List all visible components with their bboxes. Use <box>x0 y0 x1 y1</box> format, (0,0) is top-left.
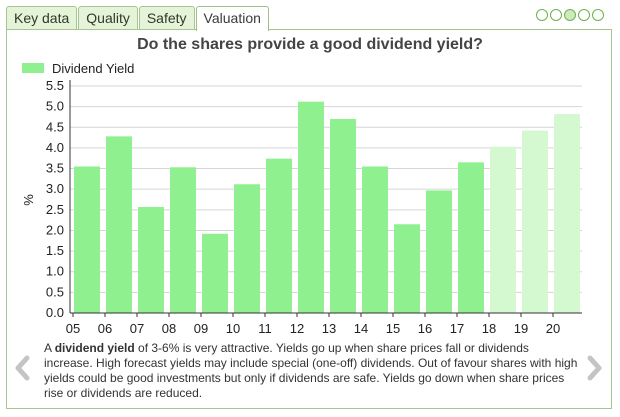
x-tick-label: 09 <box>194 321 208 336</box>
y-tick-label: 3.5 <box>46 161 64 176</box>
bar-09[interactable] <box>202 233 228 313</box>
x-tick-label: 15 <box>386 321 400 336</box>
tab-quality[interactable]: Quality <box>78 6 138 29</box>
bar-12[interactable] <box>298 101 324 313</box>
bar-15[interactable] <box>394 224 420 313</box>
y-tick-label: 4.5 <box>46 119 64 134</box>
caption-body: of 3-6% is very attractive. Yields go up… <box>44 341 578 400</box>
pager-dot-3[interactable] <box>564 9 576 21</box>
next-arrow-icon[interactable] <box>587 355 603 381</box>
prev-arrow-icon[interactable] <box>14 355 30 381</box>
x-tick-label: 17 <box>450 321 464 336</box>
bar-10[interactable] <box>234 184 260 313</box>
y-tick-label: 1.0 <box>46 264 64 279</box>
bar-05[interactable] <box>74 166 100 313</box>
bars <box>74 101 580 313</box>
bar-11[interactable] <box>266 158 292 313</box>
bar-16[interactable] <box>426 190 452 313</box>
bar-08[interactable] <box>170 167 196 313</box>
y-tick-label: 0.5 <box>46 284 64 299</box>
caption-term: dividend yield <box>54 341 135 355</box>
pager-dot-5[interactable] <box>592 9 604 21</box>
x-tick-label: 16 <box>418 321 432 336</box>
x-tick-label: 12 <box>290 321 304 336</box>
tab-key-data[interactable]: Key data <box>6 6 78 29</box>
bar-14[interactable] <box>362 166 388 313</box>
x-tick-label: 14 <box>354 321 368 336</box>
y-axis-label: % <box>21 194 36 206</box>
x-tick-label: 13 <box>322 321 336 336</box>
x-tick-label: 05 <box>66 321 80 336</box>
x-tick-label: 06 <box>98 321 112 336</box>
x-tick-label: 19 <box>514 321 528 336</box>
legend-swatch <box>22 63 44 73</box>
chart-title: Do the shares provide a good dividend yi… <box>137 36 483 53</box>
bar-20[interactable] <box>554 114 580 313</box>
axes <box>69 80 582 317</box>
x-tick-label: 07 <box>130 321 144 336</box>
y-tick-label: 3.0 <box>46 181 64 196</box>
x-tick-label: 18 <box>482 321 496 336</box>
y-tick-label: 4.0 <box>46 140 64 155</box>
pager-dot-2[interactable] <box>550 9 562 21</box>
pager-dot-1[interactable] <box>536 9 548 21</box>
legend-label[interactable]: Dividend Yield <box>52 61 134 76</box>
bar-18[interactable] <box>490 146 516 313</box>
x-tick-label: 08 <box>162 321 176 336</box>
bar-19[interactable] <box>522 130 548 313</box>
explanation-text: A dividend yield of 3-6% is very attract… <box>44 341 578 401</box>
tab-safety[interactable]: Safety <box>138 6 195 29</box>
bar-13[interactable] <box>330 119 356 313</box>
caption-intro: A <box>44 341 55 355</box>
x-tick-label: 10 <box>226 321 240 336</box>
tick-labels: 0.0 0.5 1.0 1.5 2.0 2.5 3.0 3.5 4.0 4.5 5.0 5.5 05 06… <box>46 78 560 336</box>
bar-06[interactable] <box>106 136 132 313</box>
x-tick-label: 20 <box>546 321 560 336</box>
bar-17[interactable] <box>458 162 484 313</box>
x-tick-label: 11 <box>258 321 272 336</box>
tab-valuation[interactable]: Valuation <box>195 6 269 31</box>
page-indicator <box>536 9 606 21</box>
y-tick-label: 0.0 <box>46 305 64 320</box>
pager-dot-4[interactable] <box>578 9 590 21</box>
y-tick-label: 5.0 <box>46 99 64 114</box>
y-tick-label: 1.5 <box>46 243 64 258</box>
bar-07[interactable] <box>138 206 164 313</box>
y-tick-label: 5.5 <box>46 78 64 93</box>
tab-bar: Key data Quality Safety Valuation <box>6 6 270 31</box>
y-tick-label: 2.0 <box>46 222 64 237</box>
y-tick-label: 2.5 <box>46 202 64 217</box>
